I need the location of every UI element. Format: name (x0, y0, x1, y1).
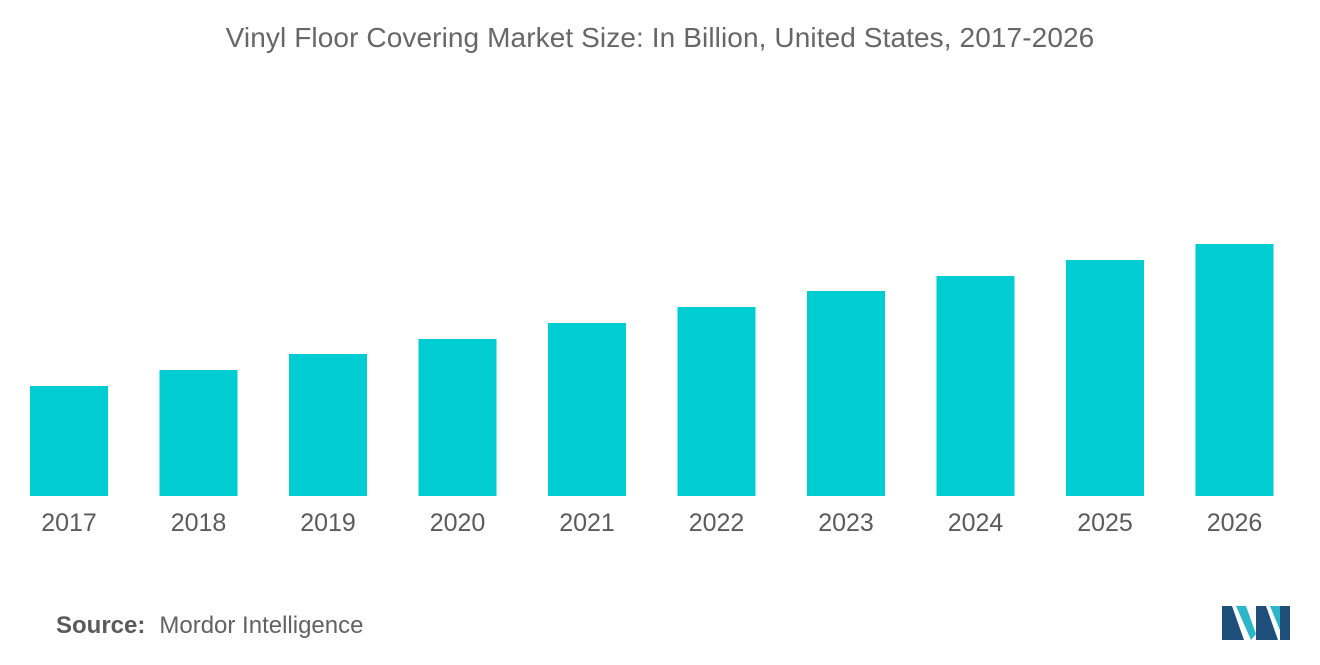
x-tick-label-2020: 2020 (430, 509, 486, 537)
x-tick-label-2018: 2018 (171, 509, 227, 537)
x-tick-label-2021: 2021 (559, 509, 615, 537)
x-tick-label-2022: 2022 (689, 509, 745, 537)
x-axis-tick-labels: 2017 2018 2019 2020 2021 2022 2023 2024 2025 2026 (41, 509, 1262, 537)
bar-2023 (807, 291, 885, 496)
bar-2019 (289, 354, 367, 496)
bar-2022 (677, 307, 756, 496)
source-label: Source: (56, 612, 146, 639)
x-tick-label-2023: 2023 (818, 509, 874, 537)
x-tick-label-2026: 2026 (1207, 509, 1263, 537)
mordor-intelligence-logo-icon (1222, 606, 1290, 640)
chart-title: Vinyl Floor Covering Market Size: In Bil… (225, 22, 1095, 53)
bar-2017 (30, 386, 108, 496)
source-note: Source: Mordor Intelligence (56, 612, 363, 640)
bar-2024 (936, 276, 1015, 496)
bar-2018 (159, 370, 238, 496)
x-tick-label-2025: 2025 (1077, 509, 1133, 537)
bar-2026 (1195, 244, 1274, 496)
x-tick-label-2019: 2019 (300, 509, 356, 537)
bar-2021 (548, 323, 626, 496)
bar-2025 (1066, 260, 1144, 496)
x-tick-label-2017: 2017 (41, 509, 97, 537)
bars-group (30, 244, 1274, 496)
source-text: Mordor Intelligence (159, 612, 364, 639)
bar-2020 (418, 339, 497, 496)
x-tick-label-2024: 2024 (948, 509, 1004, 537)
